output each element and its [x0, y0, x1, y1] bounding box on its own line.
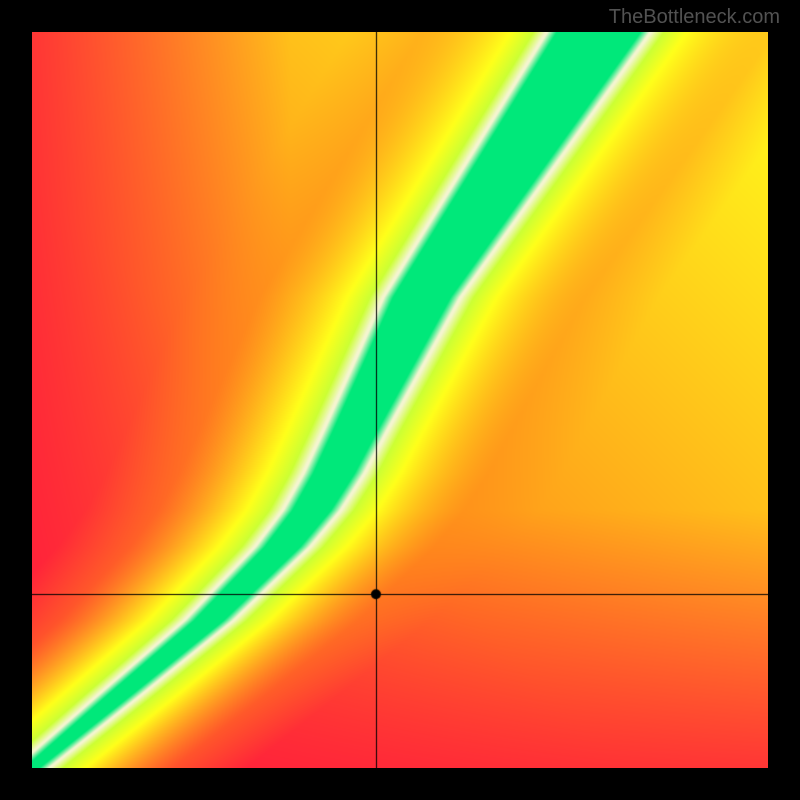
heatmap-canvas — [32, 32, 768, 768]
heatmap-plot — [32, 32, 768, 768]
watermark-text: TheBottleneck.com — [609, 6, 780, 29]
